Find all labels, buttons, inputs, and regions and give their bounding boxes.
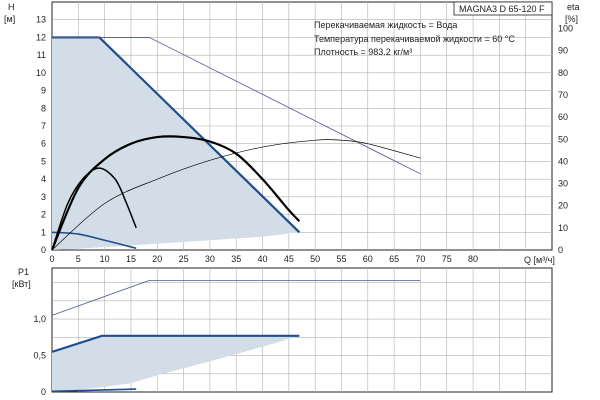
y2-tick-label: 40 xyxy=(558,156,568,166)
y-tick-label: 4 xyxy=(41,174,46,184)
x-tick-label: 60 xyxy=(363,254,373,264)
lower-grid xyxy=(52,268,552,392)
y-tick-label: 2 xyxy=(41,210,46,220)
x-tick-label: 25 xyxy=(179,254,189,264)
chart-title: MAGNA3 D 65-120 F xyxy=(459,4,545,14)
lower-series xyxy=(51,280,421,393)
y-tick-label: 11 xyxy=(37,50,46,60)
power-axis-unit: [кВт] xyxy=(12,279,31,289)
efficiency-max-curve xyxy=(50,135,301,251)
y2-tick-label: 100 xyxy=(558,24,573,34)
power-tick-label: 0 xyxy=(41,387,46,397)
y2-tick-label: 20 xyxy=(558,201,568,211)
y2-tick-label: 90 xyxy=(558,46,568,56)
x-tick-label: 10 xyxy=(100,254,110,264)
y2-tick-label: 30 xyxy=(558,179,568,189)
upper-series xyxy=(50,36,421,251)
y-axis-unit: [м] xyxy=(4,14,15,24)
y-tick-label: 12 xyxy=(36,32,46,42)
y-axis-label: H xyxy=(8,2,15,12)
y-tick-label: 13 xyxy=(36,15,46,25)
x-tick-label: 50 xyxy=(310,254,320,264)
power-area xyxy=(52,335,300,392)
y2-tick-label: 70 xyxy=(558,90,568,100)
efficiency-min-curve xyxy=(51,167,137,251)
y-tick-label: 5 xyxy=(41,156,46,166)
power-tick-label: 1,0 xyxy=(33,314,46,324)
x-tick-label: 15 xyxy=(126,254,136,264)
operating-area xyxy=(52,37,300,250)
x-tick-label: 80 xyxy=(468,254,478,264)
lower-tick-labels: 0 0,5 1,0 xyxy=(33,314,46,397)
power-min-curve xyxy=(51,388,137,393)
y2-tick-label: 0 xyxy=(558,245,563,255)
y-tick-label: 9 xyxy=(41,86,46,96)
y2-tick-label: 80 xyxy=(558,68,568,78)
y-tick-label: 7 xyxy=(41,121,46,131)
x-tick-label: 65 xyxy=(389,254,399,264)
y2-axis-label: eta xyxy=(567,2,580,12)
title-box xyxy=(453,1,553,16)
x-tick-label: 40 xyxy=(258,254,268,264)
y-tick-label: 6 xyxy=(41,139,46,149)
y2-tick-label: 60 xyxy=(558,112,568,122)
y2-axis-unit: [%] xyxy=(565,14,578,24)
x-tick-label: 35 xyxy=(231,254,241,264)
y-tick-label: 0 xyxy=(41,245,46,255)
power-tick-label: 0,5 xyxy=(33,351,46,361)
y2-tick-label: 50 xyxy=(558,134,568,144)
power-axis-label: P1 xyxy=(18,267,29,277)
upper-tick-labels: 0 5 10 15 20 25 30 35 40 45 50 55 60 65 70 75 8001234567… xyxy=(36,15,573,264)
y-tick-label: 3 xyxy=(41,192,46,202)
x-tick-label: 0 xyxy=(49,254,54,264)
x-tick-label: 70 xyxy=(415,254,425,264)
annotation-fluid: Перекачиваемая жидкость = Вода xyxy=(314,20,457,30)
x-tick-label: 55 xyxy=(336,254,346,264)
y-tick-label: 1 xyxy=(41,227,46,237)
x-tick-label: 30 xyxy=(205,254,215,264)
x-tick-label: 20 xyxy=(152,254,162,264)
annotation-density: Плотность = 983.2 кг/м³ xyxy=(314,47,412,57)
x-tick-label: 5 xyxy=(76,254,81,264)
x-axis-label: Q [м³/ч] xyxy=(524,255,555,265)
efficiency-single-pump-curve xyxy=(51,139,421,251)
power-max-curve xyxy=(51,334,300,353)
annotation-temperature: Температура перекачиваемой жидкости = 60… xyxy=(314,34,515,44)
x-tick-label: 75 xyxy=(442,254,452,264)
lower-plot-frame xyxy=(51,267,553,393)
y2-tick-label: 10 xyxy=(558,223,568,233)
y-tick-label: 8 xyxy=(41,103,46,113)
power-single-pump-max-curve xyxy=(51,280,421,316)
head-single-pump-max-curve xyxy=(52,37,421,175)
y-tick-label: 10 xyxy=(36,68,46,78)
head-min-curve xyxy=(51,231,137,250)
x-tick-label: 45 xyxy=(284,254,294,264)
